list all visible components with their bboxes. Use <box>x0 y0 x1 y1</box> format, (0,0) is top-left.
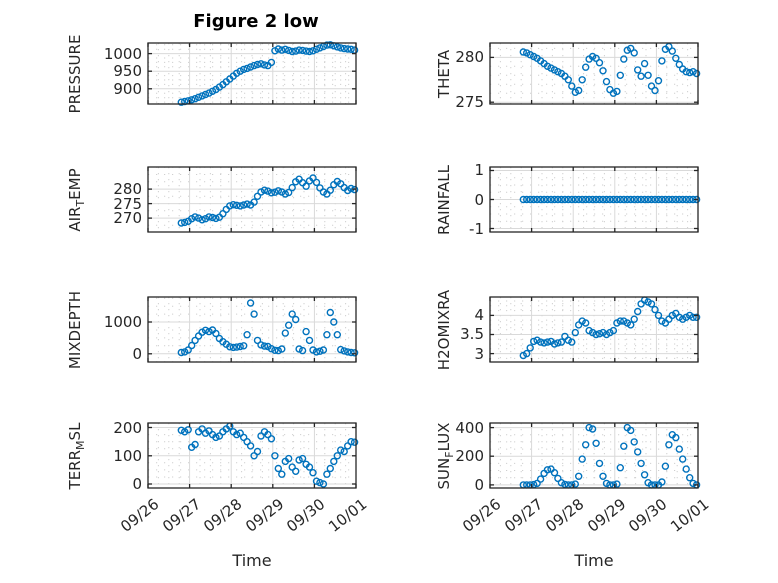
y-tick-label: 1000 <box>103 313 142 331</box>
data-series-theta <box>519 42 701 97</box>
y-tick-label: 200 <box>455 447 484 465</box>
y-tick-label: 0 <box>474 476 484 494</box>
y-tick-label: 3 <box>474 345 484 363</box>
subplot-theta <box>489 42 701 105</box>
y-tick-label: 100 <box>113 447 142 465</box>
y-tick-label: 0 <box>132 475 142 493</box>
y-tick-label: -1 <box>469 220 484 238</box>
subplot-pressure <box>147 41 359 106</box>
y-tick-label: 275 <box>113 195 142 213</box>
y-tick-label: 1 <box>474 161 484 179</box>
data-series-rainfall <box>519 195 701 204</box>
y-tick-label: 280 <box>455 48 484 66</box>
y-tick-label: 4 <box>474 306 484 324</box>
y-tick-label: 3.5 <box>460 325 484 343</box>
y-tick-label: 950 <box>113 62 142 80</box>
data-series-h2omixra <box>519 296 701 360</box>
y-axis-label-sun-flux: SUNFLUX <box>435 422 456 489</box>
x-axis-label-left: Time <box>232 551 272 570</box>
y-tick-label: 0 <box>474 191 484 209</box>
x-axis-label-right: Time <box>574 551 614 570</box>
y-tick-label: 280 <box>113 180 142 198</box>
data-series-terr-msl <box>177 422 359 488</box>
subplot-rainfall <box>489 166 701 233</box>
subplot-h2omixra <box>489 296 701 363</box>
figure-title: Figure 2 low <box>193 11 319 32</box>
y-tick-label: 200 <box>113 419 142 437</box>
subplot-terr-msl <box>147 422 359 489</box>
subplot-air-temp <box>147 166 359 233</box>
y-axis-label-terr-msl: TERRMSL <box>66 422 87 489</box>
subplot-mixdepth <box>147 296 359 363</box>
y-tick-label: 275 <box>455 93 484 111</box>
y-tick-label: 1000 <box>103 45 142 63</box>
y-tick-label: 900 <box>113 80 142 98</box>
y-tick-label: 270 <box>113 209 142 227</box>
y-tick-label: 400 <box>455 419 484 437</box>
subplot-sun-flux <box>489 422 701 489</box>
data-series-mixdepth <box>177 299 359 357</box>
data-series-pressure <box>177 41 359 106</box>
y-tick-label: 0 <box>132 345 142 363</box>
